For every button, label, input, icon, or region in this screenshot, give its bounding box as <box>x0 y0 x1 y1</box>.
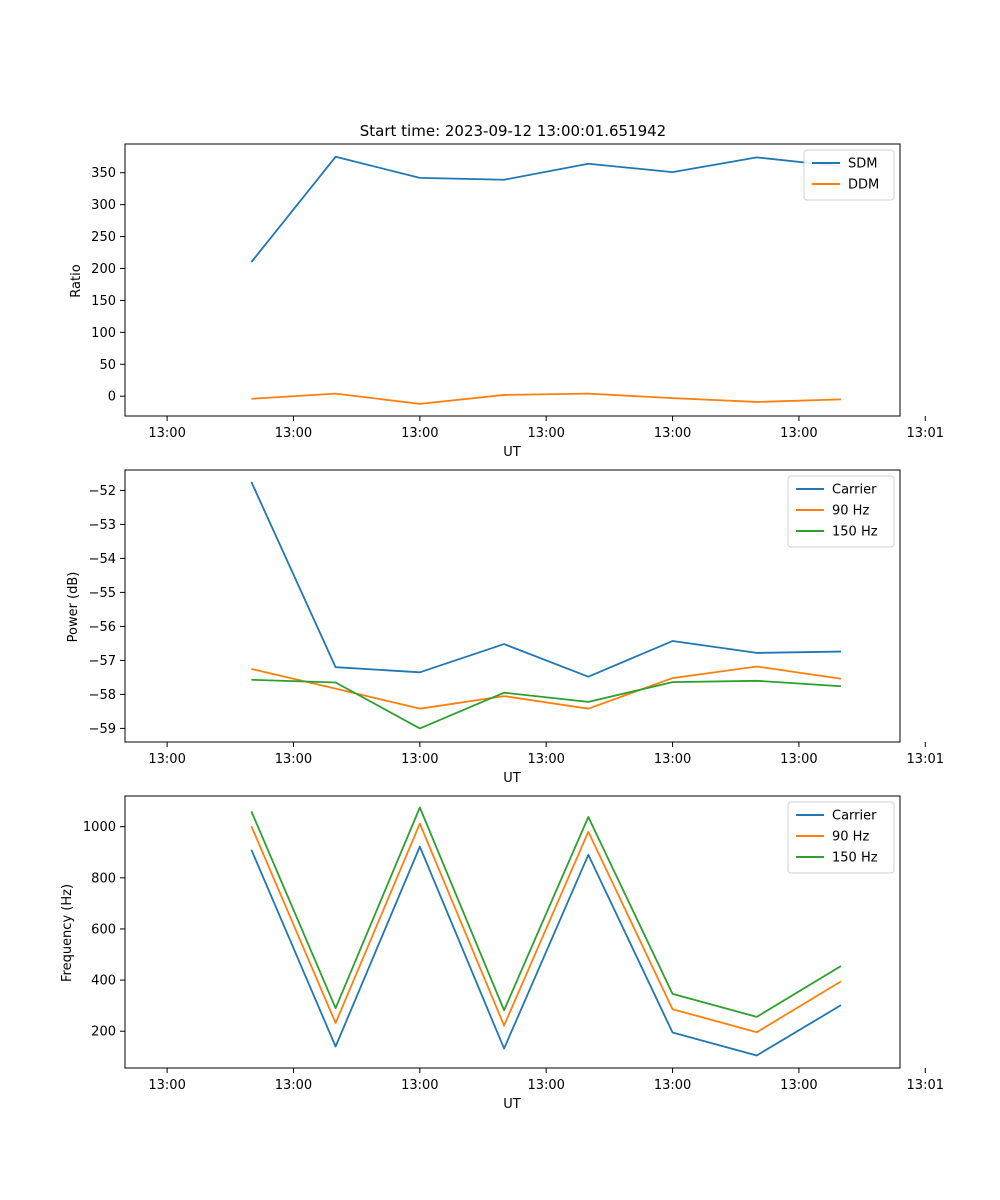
legend-frame <box>787 475 895 548</box>
x-axis-label: UT <box>503 1097 521 1112</box>
y-tick-label: 1000 <box>83 820 116 835</box>
legend-label: Carrier <box>832 483 877 498</box>
y-tick-label: −52 <box>89 484 116 499</box>
y-tick-label: −54 <box>89 552 116 567</box>
x-tick-label: 13:01 <box>907 752 944 767</box>
x-tick-label: 13:00 <box>780 752 817 767</box>
x-tick-label: 13:00 <box>780 1078 817 1093</box>
y-tick-label: 200 <box>91 262 116 277</box>
series-line-sdm <box>250 155 842 263</box>
frequency-plot-area: 13:00 13:00 13:00 13:00 13:00 13:00 13:01 200 40… <box>83 795 944 1093</box>
x-tick-label: 13:00 <box>148 426 185 441</box>
x-tick-label: 13:01 <box>907 1078 944 1093</box>
x-tick-label: 13:00 <box>275 752 312 767</box>
x-tick-label: 13:00 <box>780 426 817 441</box>
x-axis-label: UT <box>503 445 521 460</box>
series-line-150-hz <box>250 806 842 1018</box>
x-tick-label: 13:00 <box>275 1078 312 1093</box>
axes-frame <box>124 469 901 743</box>
y-tick-label: 300 <box>91 198 116 213</box>
x-tick-label: 13:00 <box>654 426 691 441</box>
ratio-plot-area: 13:00 13:00 13:00 13:00 13:00 13:00 13:01 0 50 10… <box>91 143 944 441</box>
y-tick-label: 0 <box>108 390 116 405</box>
y-axis-label: Ratio <box>69 264 84 297</box>
y-tick-label: −56 <box>89 620 116 635</box>
y-tick-label: 150 <box>91 294 116 309</box>
legend: Carrier 90 Hz 150 Hz <box>787 475 895 548</box>
x-tick-label: 13:00 <box>148 752 185 767</box>
y-tick-label: −55 <box>89 586 116 601</box>
series-line-90-hz <box>250 822 842 1034</box>
legend-label: 90 Hz <box>832 830 869 845</box>
legend-label: 90 Hz <box>832 504 869 519</box>
legend-label: 150 Hz <box>832 525 878 540</box>
y-tick-label: 400 <box>91 974 116 989</box>
y-tick-label: −57 <box>89 654 116 669</box>
y-tick-label: 350 <box>91 166 116 181</box>
chart-title: Start time: 2023-09-12 13:00:01.651942 <box>360 122 666 140</box>
y-tick-label: 200 <box>91 1025 116 1040</box>
x-tick-label: 13:00 <box>527 1078 564 1093</box>
y-tick-label: −53 <box>89 518 116 533</box>
power-plot-area: 13:00 13:00 13:00 13:00 13:00 13:00 13:01 −59 −5… <box>89 469 944 767</box>
x-tick-label: 13:00 <box>654 752 691 767</box>
series-line-carrier <box>250 845 842 1057</box>
axes-frame <box>124 795 901 1069</box>
y-tick-label: 250 <box>91 230 116 245</box>
x-tick-label: 13:00 <box>527 426 564 441</box>
ratio-panel: Start time: 2023-09-12 13:00:01.651942 1… <box>69 122 944 460</box>
y-axis-label: Power (dB) <box>66 572 81 643</box>
legend-label: Carrier <box>832 809 877 824</box>
series-line-150-hz <box>251 678 842 730</box>
legend-frame <box>787 801 895 874</box>
y-tick-label: 50 <box>99 358 116 373</box>
x-axis-label: UT <box>503 771 521 786</box>
y-tick-label: −58 <box>89 688 116 703</box>
x-tick-label: 13:00 <box>401 752 438 767</box>
y-tick-label: −59 <box>89 722 116 737</box>
series-line-90-hz <box>251 665 842 710</box>
x-tick-label: 13:00 <box>148 1078 185 1093</box>
y-tick-label: 800 <box>91 871 116 886</box>
x-tick-label: 13:00 <box>527 752 564 767</box>
x-tick-label: 13:01 <box>907 426 944 441</box>
x-tick-label: 13:00 <box>275 426 312 441</box>
x-tick-label: 13:00 <box>401 1078 438 1093</box>
legend: SDM DDM <box>803 149 895 201</box>
y-tick-label: 100 <box>91 326 116 341</box>
y-axis-label: Frequency (Hz) <box>60 884 75 982</box>
x-tick-label: 13:00 <box>401 426 438 441</box>
legend: Carrier 90 Hz 150 Hz <box>787 801 895 874</box>
series-line-carrier <box>250 481 842 678</box>
axes-frame <box>124 143 901 417</box>
legend-label: SDM <box>848 157 877 172</box>
series-line-ddm <box>251 392 842 405</box>
legend-label: DDM <box>848 178 879 193</box>
y-tick-label: 600 <box>91 922 116 937</box>
legend-label: 150 Hz <box>832 851 878 866</box>
frequency-panel: 13:00 13:00 13:00 13:00 13:00 13:00 13:01 200 40… <box>60 795 944 1112</box>
power-panel: 13:00 13:00 13:00 13:00 13:00 13:00 13:01 −59 −5… <box>66 469 944 786</box>
x-tick-label: 13:00 <box>654 1078 691 1093</box>
